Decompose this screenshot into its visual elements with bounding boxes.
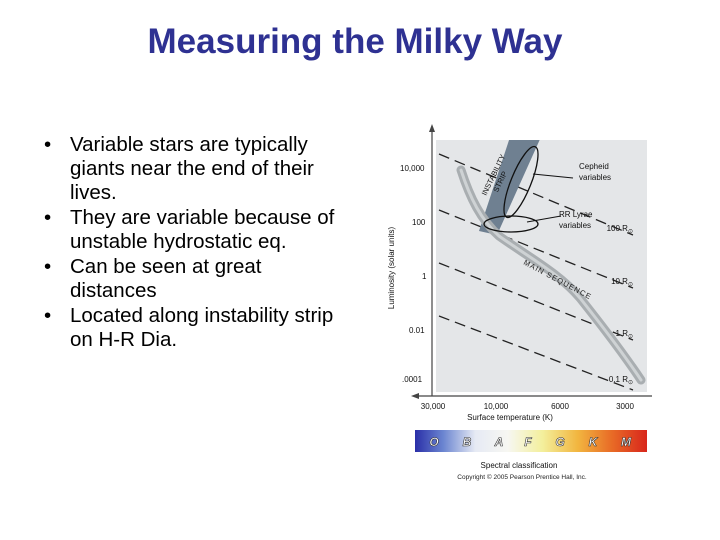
spectral-class-o: O bbox=[429, 435, 439, 449]
cepheid-pointer bbox=[532, 173, 574, 179]
bullet-list: • Variable stars are typically giants nea… bbox=[30, 133, 350, 353]
rr-lyrae-ellipse bbox=[483, 215, 539, 233]
bullet-item: • Can be seen at great distances bbox=[30, 255, 350, 303]
hr-diagram: INSTABILITY STRIP Cepheid variables RR L… bbox=[387, 124, 652, 481]
x-tick-label: 6000 bbox=[551, 402, 569, 411]
bullet-dot: • bbox=[44, 133, 52, 156]
bullet-text: Variable stars are typically giants near… bbox=[70, 133, 314, 204]
spectral-class-g: G bbox=[555, 435, 564, 449]
bullet-text: Located along instability strip on H-R D… bbox=[70, 304, 334, 351]
spectral-class-f: F bbox=[524, 435, 532, 449]
y-tick-label: 100 bbox=[412, 218, 426, 227]
spectral-class-k: K bbox=[589, 435, 599, 449]
bullet-text: They are variable because of unstable hy… bbox=[70, 206, 335, 253]
spectral-class-m: M bbox=[621, 435, 632, 449]
main-sequence-core bbox=[459, 168, 643, 382]
bullet-dot: • bbox=[44, 206, 52, 229]
bullet-text: Can be seen at great distances bbox=[70, 255, 262, 302]
instability-strip bbox=[479, 140, 540, 235]
x-tick-label: 30,000 bbox=[421, 402, 446, 411]
cepheid-ellipse bbox=[503, 145, 539, 219]
spectral-caption: Spectral classification bbox=[481, 461, 558, 470]
rr-lyrae-pointer bbox=[526, 215, 562, 223]
radius-label: 100 R⊙ bbox=[607, 224, 633, 235]
bullet-dot: • bbox=[44, 304, 52, 327]
y-tick-label: 10,000 bbox=[400, 164, 425, 173]
x-axis-label: Surface temperature (K) bbox=[467, 413, 553, 422]
rr-lyrae-label: RR Lyrae variables bbox=[559, 210, 595, 230]
y-tick-label: 1 bbox=[422, 272, 427, 281]
cepheid-label: Cepheid variables bbox=[579, 162, 611, 182]
bullet-dot: • bbox=[44, 255, 52, 278]
copyright-notice: Copyright © 2005 Pearson Prentice Hall, … bbox=[457, 473, 587, 481]
bullet-item: • Variable stars are typically giants nea… bbox=[30, 133, 350, 205]
radius-line-100 bbox=[438, 153, 634, 236]
spectral-bar bbox=[415, 430, 647, 452]
y-tick-label: .0001 bbox=[402, 375, 423, 384]
y-tick-label: 0.01 bbox=[409, 326, 425, 335]
y-axis-arrow bbox=[429, 124, 435, 132]
bullet-item: • Located along instability strip on H-R … bbox=[30, 304, 350, 352]
radius-label: 1 R⊙ bbox=[616, 329, 633, 340]
radius-line-0.1 bbox=[438, 315, 634, 391]
radius-line-10 bbox=[438, 209, 634, 289]
x-tick-label: 10,000 bbox=[484, 402, 509, 411]
x-tick-label: 3000 bbox=[616, 402, 634, 411]
radius-label: 0.1 R⊙ bbox=[609, 375, 633, 386]
spectral-class-b: B bbox=[463, 435, 472, 449]
page-title: Measuring the Milky Way bbox=[147, 22, 563, 61]
bullet-item: • They are variable because of unstable h… bbox=[30, 206, 350, 254]
radius-label: 10 R⊙ bbox=[611, 277, 633, 288]
y-axis-label: Luminosity (solar units) bbox=[387, 227, 396, 310]
spectral-class-a: A bbox=[494, 435, 504, 449]
